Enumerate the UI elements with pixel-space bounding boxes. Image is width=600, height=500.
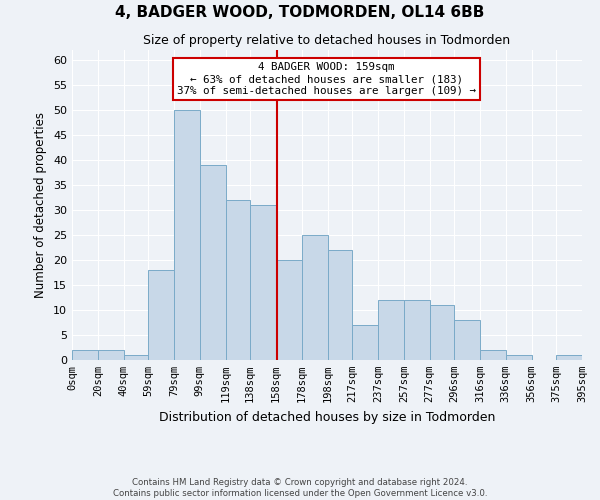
Bar bbox=[352, 325, 378, 360]
Bar bbox=[148, 270, 174, 360]
Bar bbox=[276, 260, 302, 360]
Y-axis label: Number of detached properties: Number of detached properties bbox=[34, 112, 47, 298]
Title: Size of property relative to detached houses in Todmorden: Size of property relative to detached ho… bbox=[143, 34, 511, 48]
Bar bbox=[556, 355, 582, 360]
Bar bbox=[328, 250, 352, 360]
Bar bbox=[480, 350, 506, 360]
Text: 4, BADGER WOOD, TODMORDEN, OL14 6BB: 4, BADGER WOOD, TODMORDEN, OL14 6BB bbox=[115, 5, 485, 20]
X-axis label: Distribution of detached houses by size in Todmorden: Distribution of detached houses by size … bbox=[159, 410, 495, 424]
Bar bbox=[250, 205, 276, 360]
Bar bbox=[454, 320, 480, 360]
Bar bbox=[302, 235, 328, 360]
Bar bbox=[430, 305, 454, 360]
Text: 4 BADGER WOOD: 159sqm
← 63% of detached houses are smaller (183)
37% of semi-det: 4 BADGER WOOD: 159sqm ← 63% of detached … bbox=[177, 62, 476, 96]
Bar bbox=[506, 355, 532, 360]
Bar bbox=[404, 300, 430, 360]
Bar bbox=[174, 110, 200, 360]
Bar bbox=[200, 165, 226, 360]
Bar bbox=[378, 300, 404, 360]
Text: Contains HM Land Registry data © Crown copyright and database right 2024.
Contai: Contains HM Land Registry data © Crown c… bbox=[113, 478, 487, 498]
Bar bbox=[98, 350, 124, 360]
Bar bbox=[226, 200, 250, 360]
Bar bbox=[124, 355, 148, 360]
Bar bbox=[72, 350, 98, 360]
